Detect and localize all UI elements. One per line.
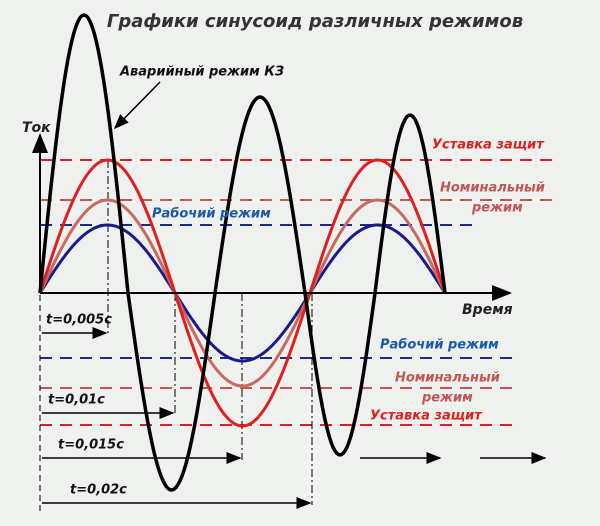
time-label: t=0,005с <box>46 313 112 328</box>
fault-curve <box>38 13 447 492</box>
fault-label: Аварийный режим КЗ <box>119 65 284 80</box>
nominal-label: режим <box>471 201 523 216</box>
time-guides <box>39 160 313 515</box>
title: Графики синусоид различных режимов <box>107 11 523 32</box>
time-label: t=0,01с <box>48 393 105 408</box>
time-label: t=0,015с <box>58 438 124 453</box>
time-label: t=0,02с <box>70 483 127 498</box>
setpoint-label: Уставка защит <box>370 409 483 424</box>
x-label: Время <box>462 302 513 318</box>
setpoint-label: Уставка защит <box>432 138 545 153</box>
curves <box>38 13 447 492</box>
time-arrows <box>42 327 547 509</box>
nominal-label: Номинальный <box>395 371 500 386</box>
nominal-label: Номинальный <box>440 181 545 196</box>
working-curve <box>38 223 446 363</box>
nominal-curve <box>38 198 446 388</box>
nominal-label: режим <box>421 391 473 406</box>
fault-arrow <box>113 81 161 130</box>
working-label: Рабочий режим <box>152 207 271 222</box>
working-label: Рабочий режим <box>380 338 499 353</box>
levels <box>40 159 560 426</box>
setpoint-curve <box>38 158 446 428</box>
y-label: Ток <box>22 120 51 136</box>
